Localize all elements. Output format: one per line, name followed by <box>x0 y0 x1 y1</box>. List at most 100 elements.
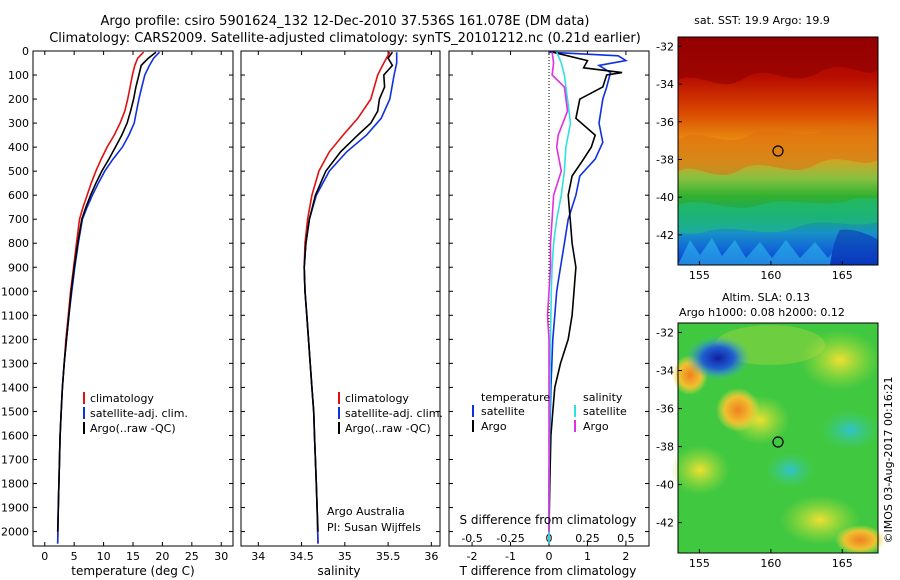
y-tick-label: 1300 <box>1 357 29 370</box>
series-line-salinity_satellite <box>548 51 572 544</box>
x-tick-label: 34 <box>251 550 265 563</box>
legend-satellite-label: satellite-adj. clim. <box>345 407 443 420</box>
y-tick-label: 1700 <box>1 453 29 466</box>
map-y-tick-label: -42 <box>656 517 674 530</box>
series-line-salinity_argo <box>546 52 569 532</box>
legend-s-satellite-label: satellite <box>583 405 627 418</box>
legend-s-argo-label: Argo <box>583 420 609 433</box>
credit-text: ©IMOS 03-Aug-2017 00:16:21 <box>882 377 895 544</box>
y-tick-label: 1100 <box>1 309 29 322</box>
y-tick-label: 800 <box>8 237 29 250</box>
y-tick-label: 400 <box>8 141 29 154</box>
x2-tick-label: 0.5 <box>617 532 635 545</box>
x-tick-label: 15 <box>126 550 140 563</box>
map-x-tick-label: 155 <box>689 269 710 282</box>
legend-temperature-header: temperature <box>481 391 550 404</box>
map-y-tick-label: -32 <box>656 40 674 53</box>
y-tick-label: 600 <box>8 189 29 202</box>
y-tick-label: 1200 <box>1 333 29 346</box>
salinity-panel: 34 34.5 35 35.5 36 <box>240 50 441 563</box>
x-tick-label: 36 <box>424 550 438 563</box>
temperature-xlabel: temperature (deg C) <box>71 564 194 578</box>
map-y-tick-label: -36 <box>656 116 674 129</box>
header-line-1: Argo profile: csiro 5901624_132 12-Dec-2… <box>101 14 590 29</box>
x-tick-label: 34.5 <box>289 550 314 563</box>
y-tick-label: 2000 <box>1 526 29 539</box>
annotation-pi: PI: Susan Wijffels <box>327 521 421 534</box>
map-x-tick-label: 165 <box>832 269 853 282</box>
x-tick-label: 0 <box>546 550 553 563</box>
sst-map-argo-marker <box>772 145 784 157</box>
map-y-tick-label: -42 <box>656 229 674 242</box>
x-tick-label: 10 <box>97 550 111 563</box>
map-y-tick-label: -40 <box>656 479 674 492</box>
legend-salinity-header: salinity <box>583 391 623 404</box>
series-line-argo <box>56 51 157 532</box>
temperature-plot-area <box>32 50 234 547</box>
salinity-legend: climatology satellite-adj. clim. Argo(..… <box>327 392 443 534</box>
y-tick-label: 300 <box>8 117 29 130</box>
map-x-tick-label: 165 <box>832 557 853 570</box>
y-tick-label: 1900 <box>1 502 29 515</box>
y-tick-label: 0 <box>22 45 29 58</box>
x-tick-label: 35 <box>338 550 352 563</box>
x-tick-label: 1 <box>584 550 591 563</box>
annotation-argo-australia: Argo Australia <box>327 505 405 518</box>
salinity-plot-area <box>240 50 441 547</box>
sst-map-frame <box>677 36 879 266</box>
difference-legend: temperature salinity satellite Argo sate… <box>472 391 627 433</box>
map-y-tick-label: -34 <box>656 78 674 91</box>
legend-t-argo-label: Argo <box>481 420 507 433</box>
sla-map-features <box>670 325 885 555</box>
temperature-panel: 0100200300400500600700800900100011001200… <box>1 45 234 563</box>
x2-tick-label: -0.25 <box>496 532 524 545</box>
y-tick-label: 1000 <box>1 285 29 298</box>
y-tick-label: 900 <box>8 261 29 274</box>
x-tick-label: 20 <box>155 550 169 563</box>
legend-satellite-label: satellite-adj. clim. <box>90 407 188 420</box>
map-y-tick-label: -38 <box>656 153 674 166</box>
y-tick-label: 700 <box>8 213 29 226</box>
map-x-tick-label: 160 <box>760 557 781 570</box>
x-tick-label: 0 <box>41 550 48 563</box>
legend-argo-label: Argo(..raw -QC) <box>345 422 431 435</box>
x-tick-label: 35.5 <box>376 550 401 563</box>
x-tick-label: 2 <box>622 550 629 563</box>
sla-map-argo-marker <box>772 436 784 448</box>
difference-x2label: S difference from climatology <box>460 513 637 527</box>
legend-argo-label: Argo(..raw -QC) <box>90 422 176 435</box>
x-tick-label: -1 <box>505 550 516 563</box>
series-line-argo <box>548 51 623 532</box>
sla-map-subtitle: Argo h1000: 0.08 h2000: 0.12 <box>679 306 845 319</box>
y-tick-label: 1500 <box>1 405 29 418</box>
map-y-tick-label: -36 <box>656 403 674 416</box>
x2-tick-label: 0.25 <box>575 532 600 545</box>
series-line-satellite <box>548 51 629 544</box>
sst-map-texture <box>678 37 878 265</box>
map-y-tick-label: -34 <box>656 365 674 378</box>
x-tick-label: 30 <box>214 550 228 563</box>
temperature-legend: climatology satellite-adj. clim. Argo(..… <box>83 392 188 435</box>
legend-t-satellite-label: satellite <box>481 405 525 418</box>
sla-map-frame <box>677 322 879 554</box>
map-y-tick-label: -32 <box>656 327 674 340</box>
sla-map: Altim. SLA: 0.13 Argo h1000: 0.08 h2000:… <box>656 291 885 570</box>
y-tick-label: 100 <box>8 69 29 82</box>
salinity-xlabel: salinity <box>317 564 360 578</box>
sst-map-title: sat. SST: 19.9 Argo: 19.9 <box>694 14 830 27</box>
sst-map: sat. SST: 19.9 Argo: 19.9 155 160 165 -32 -3… <box>656 14 879 282</box>
difference-panel: -2 -1 0 1 2-0.5 -0.25 0 0.25 0.5 <box>448 50 650 563</box>
x-tick-label: 5 <box>71 550 78 563</box>
y-tick-label: 1400 <box>1 381 29 394</box>
x-tick-label: 25 <box>185 550 199 563</box>
map-x-tick-label: 155 <box>689 557 710 570</box>
map-y-tick-label: -40 <box>656 191 674 204</box>
map-y-tick-label: -38 <box>656 441 674 454</box>
y-tick-label: 200 <box>8 93 29 106</box>
x-tick-label: -2 <box>467 550 478 563</box>
legend-climatology-label: climatology <box>345 392 409 405</box>
series-line-argo <box>303 51 394 532</box>
legend-climatology-label: climatology <box>90 392 154 405</box>
x2-tick-label: -0.5 <box>461 532 482 545</box>
